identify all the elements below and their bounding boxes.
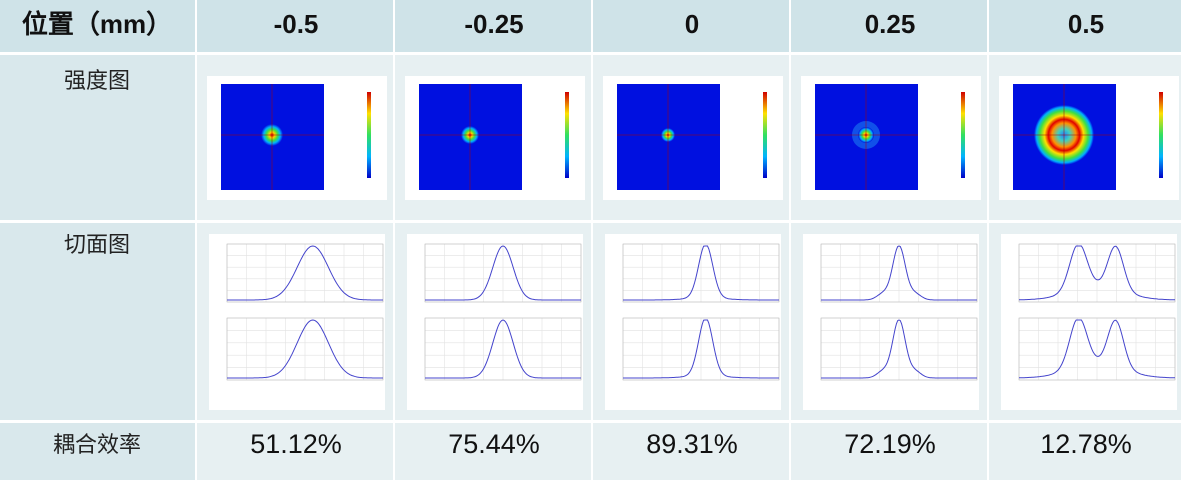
table-cell [791,0,987,52]
plot-frame [622,317,780,381]
efficiency: 12.78% [1040,429,1132,459]
profile-curve [425,245,581,301]
row-label: 切面图 [64,233,130,258]
profile-curve [227,245,383,301]
plot-frame [226,243,384,303]
table-cell [0,0,195,52]
profile-curve [425,319,581,379]
plot-frame [820,243,978,303]
header-cell: -0.5 [274,9,319,39]
header-cell: 0.5 [1068,9,1104,39]
plot-frame [226,317,384,381]
efficiency: 51.12% [250,429,342,459]
profile-image [407,234,583,410]
profile-curve [1019,245,1175,301]
profile-image [1001,234,1177,410]
table-cell [395,423,591,480]
colorbar [763,92,767,178]
profile-curve [821,245,977,301]
colorbar [565,92,569,178]
colorbar [961,92,965,178]
plot-frame [622,243,780,303]
table-cell [791,423,987,480]
profile-curve [1019,319,1175,379]
profile-image [803,234,979,410]
plot-frame [1018,317,1176,381]
plot-frame [1018,243,1176,303]
table-cell [989,0,1181,52]
table-cell [0,423,195,480]
colorbar [1159,92,1163,178]
header-cell: -0.25 [464,9,523,39]
header-cell: 0.25 [865,9,916,39]
profile-image [605,234,781,410]
profile-image [209,234,385,410]
table-cell [395,0,591,52]
table-cell [593,423,789,480]
colorbar [367,92,371,178]
profile-curve [623,245,779,301]
profile-curve [821,319,977,379]
table-cell [593,0,789,52]
plot-frame [424,243,582,303]
profile-curve [227,319,383,379]
plot-frame [424,317,582,381]
table-cell [989,423,1181,480]
header-cell: 0 [685,9,699,39]
efficiency: 89.31% [646,429,738,459]
efficiency: 72.19% [844,429,936,459]
table-cell [0,55,195,220]
row-label: 耦合效率 [53,433,141,458]
table-cell [197,0,393,52]
header-cell: 位置（mm） [22,9,172,39]
table-cell [0,223,195,420]
table-cell [197,423,393,480]
profile-curve [623,319,779,379]
row-label: 强度图 [64,69,130,94]
efficiency: 75.44% [448,429,540,459]
plot-frame [820,317,978,381]
